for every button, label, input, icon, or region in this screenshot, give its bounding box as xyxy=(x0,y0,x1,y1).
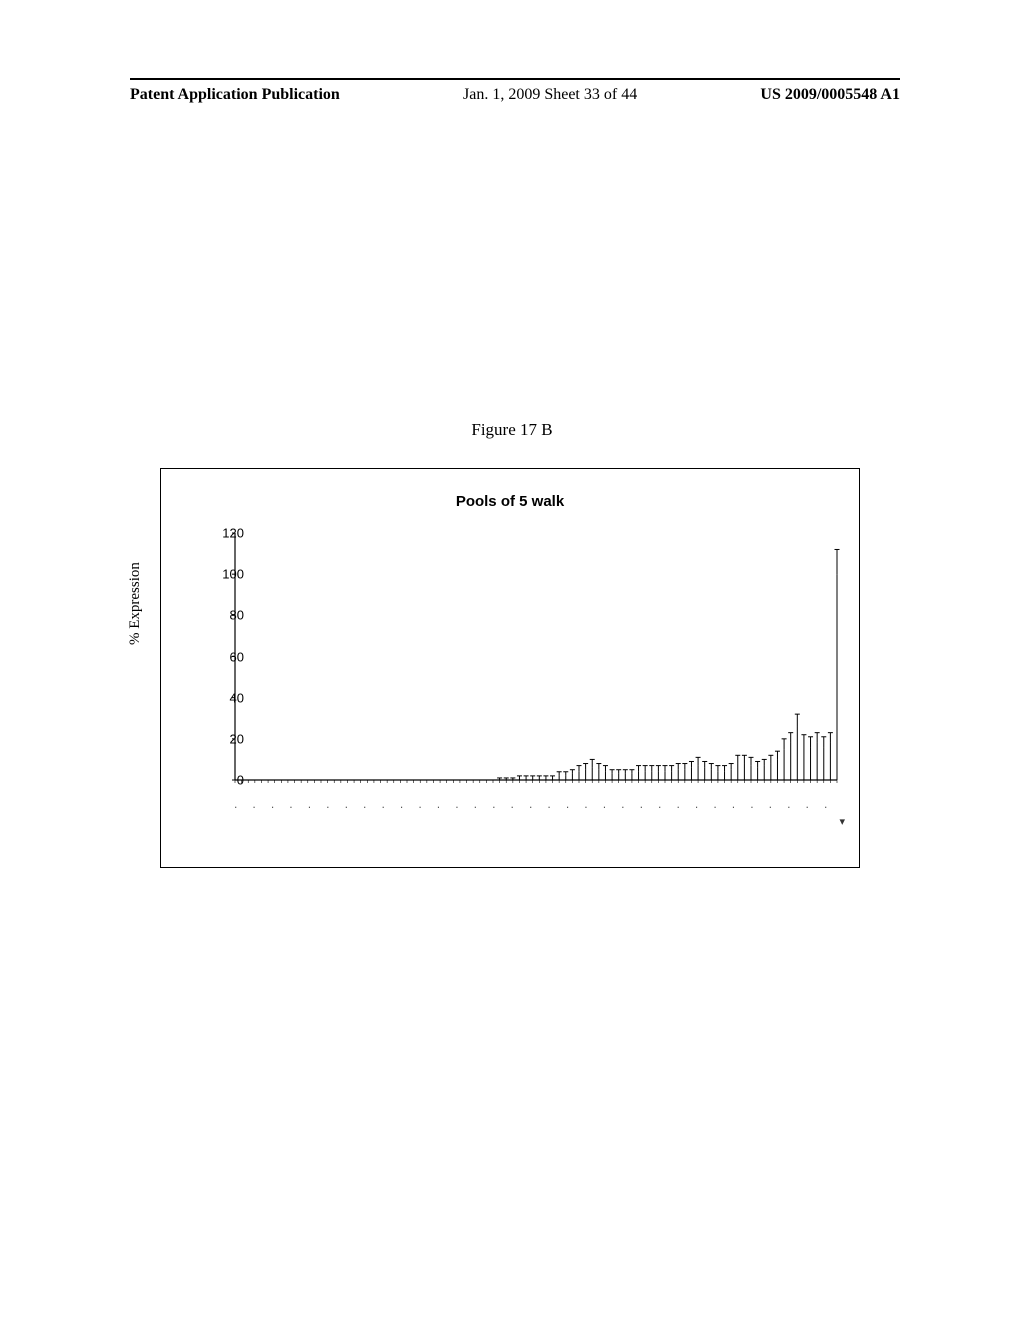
page-header: Patent Application Publication Jan. 1, 2… xyxy=(130,86,900,104)
y-tick-label: 40 xyxy=(204,690,244,705)
header-right: US 2009/0005548 A1 xyxy=(760,86,900,104)
y-tick-label: 60 xyxy=(204,649,244,664)
chart-container: Pools of 5 walk 0 20 40 60 80 100 120 . . . . … xyxy=(160,468,860,868)
x-axis-dots: . . . . . . . . . . . . . . . . . . . . … xyxy=(233,801,841,821)
figure-caption: Figure 17 B xyxy=(0,420,1024,440)
y-tick-label: 100 xyxy=(204,567,244,582)
y-axis-label: % Expression xyxy=(127,562,144,645)
plot-area xyxy=(231,529,841,784)
y-tick-label: 20 xyxy=(204,731,244,746)
chart-title: Pools of 5 walk xyxy=(161,493,859,510)
header-rule xyxy=(130,78,900,80)
y-tick-label: 80 xyxy=(204,608,244,623)
chart-svg xyxy=(231,529,841,784)
x-axis-end-icon: ▾ xyxy=(839,815,845,828)
header-left: Patent Application Publication xyxy=(130,86,340,104)
y-tick-label: 0 xyxy=(204,773,244,788)
y-tick-label: 120 xyxy=(204,526,244,541)
page: Patent Application Publication Jan. 1, 2… xyxy=(0,0,1024,1320)
header-center: Jan. 1, 2009 Sheet 33 of 44 xyxy=(463,86,637,104)
